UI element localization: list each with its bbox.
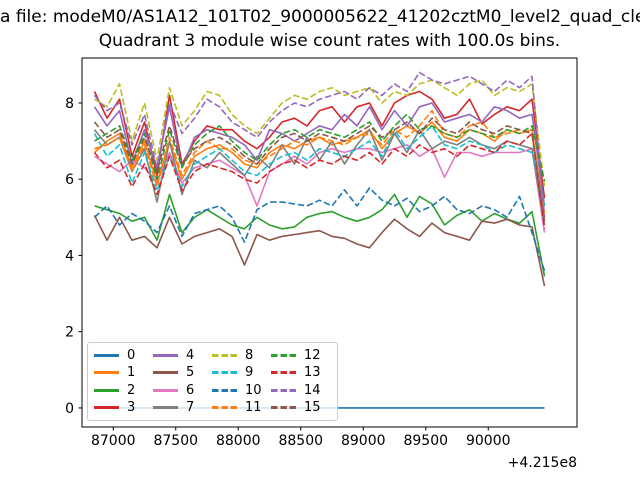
legend-line-sample (94, 388, 119, 392)
legend-line-sample (271, 371, 296, 375)
legend-line-sample (212, 405, 237, 409)
legend-item-14: 14 (271, 384, 323, 397)
legend-line-sample (271, 354, 296, 358)
legend-line-sample (212, 388, 237, 392)
series-line-11 (94, 109, 546, 214)
legend-label: 3 (127, 399, 136, 415)
legend-label: 9 (245, 365, 254, 381)
series-line-2 (94, 193, 546, 277)
legend-line-sample (94, 405, 119, 409)
series-line-14 (93, 71, 546, 218)
x-axis-offset-label: +4.215e8 (508, 455, 577, 471)
legend-label: 5 (186, 365, 195, 381)
series-line-15 (93, 117, 546, 222)
x-tick-label: 87500 (153, 433, 198, 449)
axes-title: Quadrant 3 module wise count rates with … (98, 31, 561, 51)
legend-item-12: 12 (271, 349, 323, 362)
legend-label: 6 (186, 382, 195, 398)
legend-line-sample (153, 354, 178, 358)
legend-line-sample (94, 371, 119, 375)
axes-frame (81, 57, 578, 428)
y-tick-label: 8 (65, 96, 74, 112)
series-line-9 (93, 125, 546, 207)
x-tick-label: 87000 (91, 433, 136, 449)
y-tick-label: 0 (65, 401, 74, 417)
legend-label: 2 (127, 382, 136, 398)
legend-line-sample (212, 371, 237, 375)
series-line-3 (93, 90, 546, 199)
legend-line-sample (153, 388, 178, 392)
legend-line-sample (153, 405, 178, 409)
series-line-10 (93, 187, 546, 271)
series-line-13 (93, 132, 546, 229)
x-tick-label: 90000 (466, 433, 511, 449)
x-tick-label: 88000 (216, 433, 261, 449)
legend-label: 7 (186, 399, 195, 415)
legend-line-sample (153, 371, 178, 375)
legend-item-15: 15 (271, 401, 323, 414)
x-tick-label: 88500 (278, 433, 323, 449)
legend-label: 4 (186, 348, 195, 364)
series-line-12 (94, 113, 546, 182)
legend-label: 10 (245, 382, 262, 398)
figure-suptitle: a file: modeM0/AS1A12_101T02_9000005622_… (0, 7, 640, 27)
legend-label: 14 (304, 382, 321, 398)
legend-item-10: 10 (212, 384, 264, 397)
legend-item-5: 5 (153, 366, 205, 379)
legend-line-sample (271, 388, 296, 392)
legend-line-sample (94, 354, 119, 358)
legend-item-6: 6 (153, 384, 205, 397)
series-line-5 (93, 215, 546, 287)
legend-label: 13 (304, 365, 321, 381)
legend-item-9: 9 (212, 366, 264, 379)
legend-label: 0 (127, 348, 136, 364)
legend-item-2: 2 (94, 384, 146, 397)
y-tick-label: 4 (65, 248, 74, 264)
legend-box: 0 1 2 3 4 5 6 7 8 9 10 11 12 13 14 15 (87, 342, 338, 421)
legend-label: 8 (245, 348, 254, 364)
y-tick-label: 6 (65, 172, 74, 188)
legend-label: 12 (304, 348, 321, 364)
legend-item-13: 13 (271, 366, 323, 379)
legend-item-8: 8 (212, 349, 264, 362)
series-line-6 (94, 144, 546, 233)
legend-label: 1 (127, 365, 136, 381)
x-tick-label: 89000 (341, 433, 386, 449)
legend-line-sample (212, 354, 237, 358)
y-tick-label: 2 (65, 325, 74, 341)
legend-item-4: 4 (153, 349, 205, 362)
legend-line-sample (271, 405, 296, 409)
legend-item-7: 7 (153, 401, 205, 414)
legend-item-1: 1 (94, 366, 146, 379)
legend-label: 15 (304, 399, 321, 415)
series-line-8 (94, 79, 546, 187)
legend-item-0: 0 (94, 349, 146, 362)
legend-item-3: 3 (94, 401, 146, 414)
legend-label: 11 (245, 399, 262, 415)
x-tick-label: 89500 (403, 433, 448, 449)
legend-item-11: 11 (212, 401, 264, 414)
